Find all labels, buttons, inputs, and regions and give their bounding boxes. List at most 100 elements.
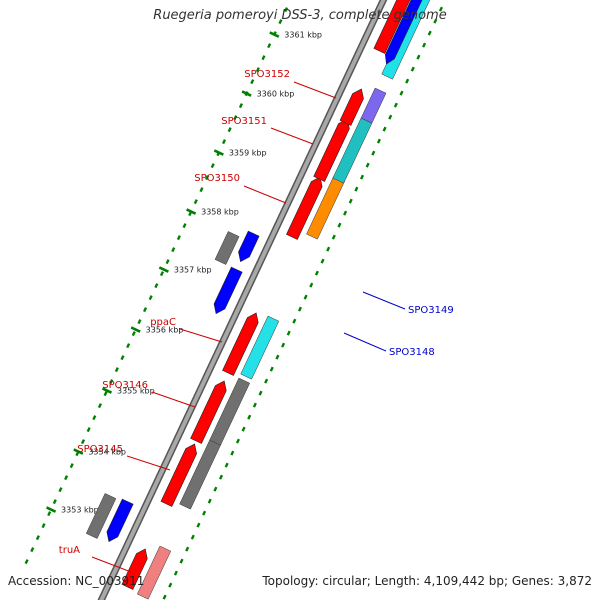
outer-tick-dot [382, 126, 387, 132]
feature-spo3149 [214, 231, 240, 265]
gene-label: SPO3148 [389, 347, 435, 358]
outer-tick-dot [348, 198, 353, 204]
inner-tick-dot [103, 391, 108, 397]
outer-tick-dot [297, 306, 303, 312]
inner-tick-dot [64, 475, 69, 481]
major-tick [130, 326, 141, 333]
cds-reverse-arrow-body [238, 230, 260, 263]
inner-tick-dot [227, 127, 232, 133]
outer-tick-dot [252, 402, 257, 408]
kbp-label: 3356 kbp [146, 326, 184, 335]
outer-tick-dot [230, 450, 235, 456]
cds-forward-arrow-body [373, 0, 411, 54]
cds-reverse-arrow [238, 230, 260, 263]
inner-tick-dot [221, 139, 227, 145]
cds-forward-arrow-body [222, 312, 259, 376]
feature-truA [136, 545, 172, 600]
inner-tick-dot [131, 331, 136, 337]
kbp-label: 3359 kbp [229, 149, 267, 158]
topology-text: Topology: circular; Length: 4,109,442 bp… [262, 574, 592, 588]
cds-forward-arrow [121, 548, 148, 590]
outer-tick-dot [235, 438, 240, 444]
inner-tick-dot [92, 415, 97, 421]
inner-tick-dot [154, 283, 159, 289]
outer-tick-dot [258, 390, 263, 396]
outer-tick-dot [309, 282, 314, 288]
inner-tick-dot [261, 55, 266, 61]
outer-tick-dot [207, 498, 212, 504]
outer-tick-dot [286, 330, 291, 336]
gene-leader-line [293, 81, 337, 99]
feature-spo3146-body [209, 377, 251, 446]
outer-tick-dot [190, 534, 195, 540]
major-tick [101, 387, 113, 394]
outer-tick-dot [405, 78, 410, 84]
gene-label: truA [59, 545, 80, 556]
outer-tick-dot [376, 138, 381, 144]
inner-tick-dot [86, 427, 91, 433]
inner-tick-dot [52, 499, 57, 505]
feature-spo3152 [360, 87, 387, 124]
inner-tick-dot [267, 43, 272, 49]
gene-leader-line [126, 455, 171, 471]
inner-tick-dot [114, 367, 119, 373]
inner-tick-dot [137, 319, 142, 325]
outer-tick-dot [331, 234, 336, 240]
major-tick [158, 266, 169, 273]
gene-label: SPO3150 [194, 173, 240, 184]
inner-tick-dot [171, 247, 176, 253]
outer-tick-dot [196, 522, 201, 528]
outer-tick-dot [337, 222, 342, 228]
inner-tick-dot [120, 355, 125, 361]
inner-tick-dot [233, 115, 238, 121]
cds-reverse-arrow [213, 266, 243, 315]
major-tick [241, 90, 252, 97]
outer-tick-dot [371, 150, 376, 156]
outer-tick-dot [162, 594, 167, 600]
gene-leader-line [179, 328, 223, 343]
inner-tick-dot [165, 259, 170, 265]
cds-forward-arrow [160, 443, 197, 507]
kbp-label: 3357 kbp [174, 266, 212, 275]
inner-tick-dot [205, 175, 210, 181]
outer-tick-dot [179, 558, 184, 564]
inner-tick-dot [109, 379, 114, 385]
cds-forward-arrow [286, 176, 323, 240]
inner-tick-dot [80, 439, 86, 445]
outer-tick-dot [247, 414, 252, 420]
kbp-label: 3355 kbp [117, 387, 155, 396]
gene-label: ppaC [150, 317, 176, 328]
outer-tick-dot [343, 210, 348, 216]
inner-tick-dot [97, 403, 102, 409]
cds-reverse-arrow [384, 0, 423, 65]
outer-tick-track [162, 6, 444, 600]
gene-label: SPO3149 [408, 305, 454, 316]
outer-tick-dot [410, 66, 415, 72]
cds-forward-arrow [190, 380, 227, 444]
kbp-label: 3360 kbp [257, 90, 295, 99]
inner-tick-dot [159, 271, 165, 277]
outer-tick-dot [168, 582, 173, 588]
inner-tick-dot [255, 67, 260, 73]
cds-reverse-arrow [106, 498, 134, 543]
outer-tick-dot [354, 186, 359, 192]
feature-reverse-grey-body [85, 493, 117, 539]
feature-ppaC-body [240, 315, 280, 380]
major-tick [269, 31, 280, 38]
outer-tick-dot [399, 90, 404, 96]
scale-labels: 3353 kbp 3354 kbp 3355 kbp 3356 kbp 3357 kbp… [45, 31, 322, 515]
outer-tick-dot [365, 162, 370, 168]
outer-tick-dot [173, 570, 178, 576]
inner-tick-dot [210, 163, 215, 169]
inner-tick-dot [47, 511, 52, 517]
kbp-label: 3353 kbp [61, 506, 99, 515]
feature-reverse-grey [85, 493, 117, 539]
cds-reverse-arrow-body [213, 266, 243, 315]
outer-tick-dot [438, 6, 444, 12]
inner-tick-dot [30, 547, 35, 553]
gene-label: SPO3145 [77, 444, 123, 455]
outer-tick-dot [388, 114, 393, 120]
outer-tick-dot [275, 354, 280, 360]
cds-forward-arrow-body [339, 88, 364, 126]
